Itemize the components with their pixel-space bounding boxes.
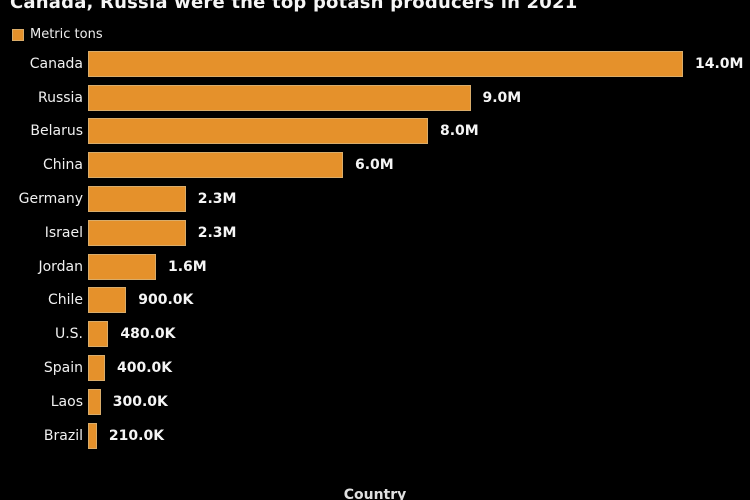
category-label: Spain [43,360,83,377]
chart-row: Brazil 210.0K [0,419,750,453]
legend: Metric tons [12,27,103,42]
category-label: Russia [37,89,83,106]
value-label: 900.0K [138,292,194,309]
bar [88,422,97,449]
value-label: 400.0K [117,360,173,377]
value-label: 6.0M [355,157,394,174]
category-label: Jordan [38,258,83,275]
value-label: 2.3M [197,191,237,208]
legend-swatch-icon [12,28,24,41]
bar [88,186,186,213]
legend-label: Metric tons [30,27,103,42]
value-label: 8.0M [440,123,479,140]
chart-row: U.S. 480.0K [0,317,750,351]
chart-row: Laos 300.0K [0,385,750,419]
bar [88,50,683,77]
category-label: Laos [50,393,83,410]
category-label: Brazil [43,427,83,444]
value-label: 300.0K [112,393,168,410]
bars-area: Canada 14.0M Russia 9.0M Belarus 8.0M China 6.0… [0,47,750,453]
category-label: China [43,157,83,174]
chart-row: Chile 900.0K [0,284,750,318]
value-label: 9.0M [482,89,522,106]
value-label: 480.0K [120,326,176,343]
bar [88,84,471,111]
chart-row: Spain 400.0K [0,351,750,385]
bar [88,118,428,145]
category-label: Canada [29,55,83,72]
chart-row: China 6.0M [0,148,750,182]
category-label: Israel [44,224,83,241]
chart-row: Germany 2.3M [0,182,750,216]
bar [88,321,109,348]
value-label: 2.3M [197,224,237,241]
value-label: 14.0M [695,55,744,72]
chart-row: Russia 9.0M [0,81,750,115]
value-label: 1.6M [168,258,207,275]
chart-row: Belarus 8.0M [0,115,750,149]
category-label: U.S. [54,326,83,343]
bar [88,253,156,280]
x-axis-label: Country [343,487,407,500]
category-label: Belarus [30,123,83,140]
bar [88,355,105,382]
value-label: 210.0K [108,427,165,444]
bar [88,287,127,314]
bar [88,388,101,415]
chart-row: Canada 14.0M [0,47,750,81]
bar [88,152,343,179]
category-label: Germany [18,191,83,208]
chart-title: Canada, Russia were the top potash produ… [10,0,578,13]
chart-row: Jordan 1.6M [0,250,750,284]
bar [88,219,186,246]
chart-row: Israel 2.3M [0,216,750,250]
category-label: Chile [47,292,83,309]
